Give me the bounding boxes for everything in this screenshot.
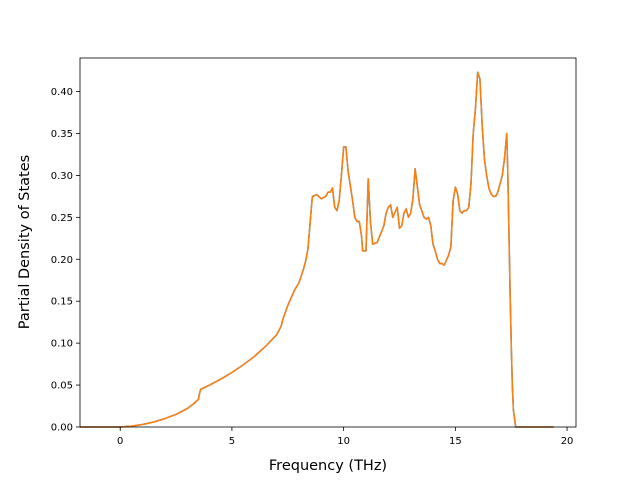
y-tick-label: 0.25	[51, 213, 73, 224]
y-tick-label: 0.05	[51, 381, 73, 392]
y-tick-label: 0.30	[51, 171, 73, 182]
y-tick-label: 0.15	[51, 297, 73, 308]
series-line-2	[80, 71, 554, 428]
y-axis: 0.00 0.05 0.10 0.15 0.20 0.25 0.30 0.35 0.40	[51, 87, 80, 434]
x-tick-label: 0	[117, 436, 123, 447]
x-tick-label: 5	[229, 436, 235, 447]
series-layer	[80, 71, 554, 428]
x-axis: 0 5 10 15 20	[117, 427, 573, 447]
x-tick-label: 10	[337, 436, 350, 447]
plot-background	[80, 58, 576, 427]
x-axis-label: Frequency (THz)	[269, 458, 387, 474]
plot-frame	[79, 57, 577, 428]
y-tick-label: 0.00	[51, 423, 73, 434]
y-tick-label: 0.40	[51, 87, 73, 98]
y-tick-label: 0.10	[51, 339, 73, 350]
x-tick-label: 15	[449, 436, 462, 447]
y-tick-label: 0.20	[51, 255, 73, 266]
y-tick-label: 0.35	[51, 129, 73, 140]
y-axis-label: Partial Density of States	[17, 155, 33, 329]
x-tick-label: 20	[561, 436, 574, 447]
